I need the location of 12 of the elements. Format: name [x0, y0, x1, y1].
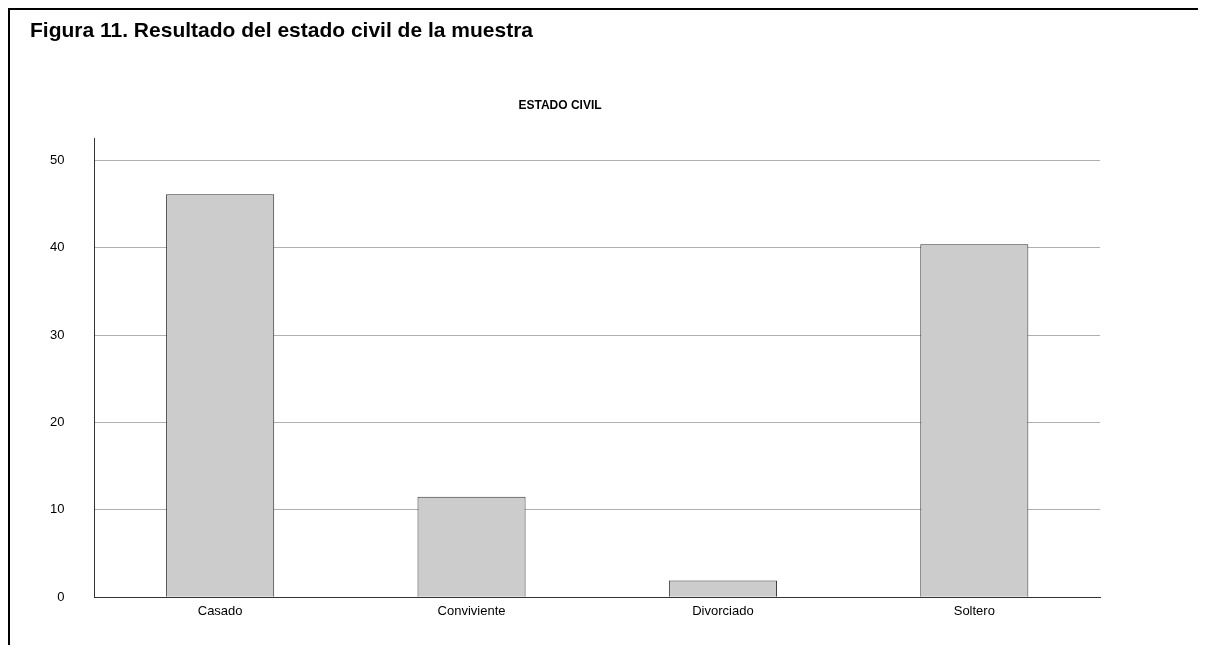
x-tick-label: Conviviente — [437, 602, 506, 618]
y-tick-label: 10 — [49, 501, 65, 517]
text: Figura 11. Resultado del estado civil de la muestra — [30, 18, 534, 42]
y-tick-label: 30 — [49, 326, 65, 342]
y-tick-label: 0 — [57, 588, 65, 604]
x-tick-label: Casado — [197, 602, 243, 618]
x-tick-label: Soltero — [953, 602, 995, 618]
y-tick-label: 50 — [49, 151, 65, 167]
y-tick-label: 20 — [49, 414, 65, 429]
chart-title: ESTADO CIVIL — [518, 97, 602, 112]
y-tick-label: 40 — [49, 239, 65, 255]
x-tick-label: Divorciado — [692, 602, 754, 618]
